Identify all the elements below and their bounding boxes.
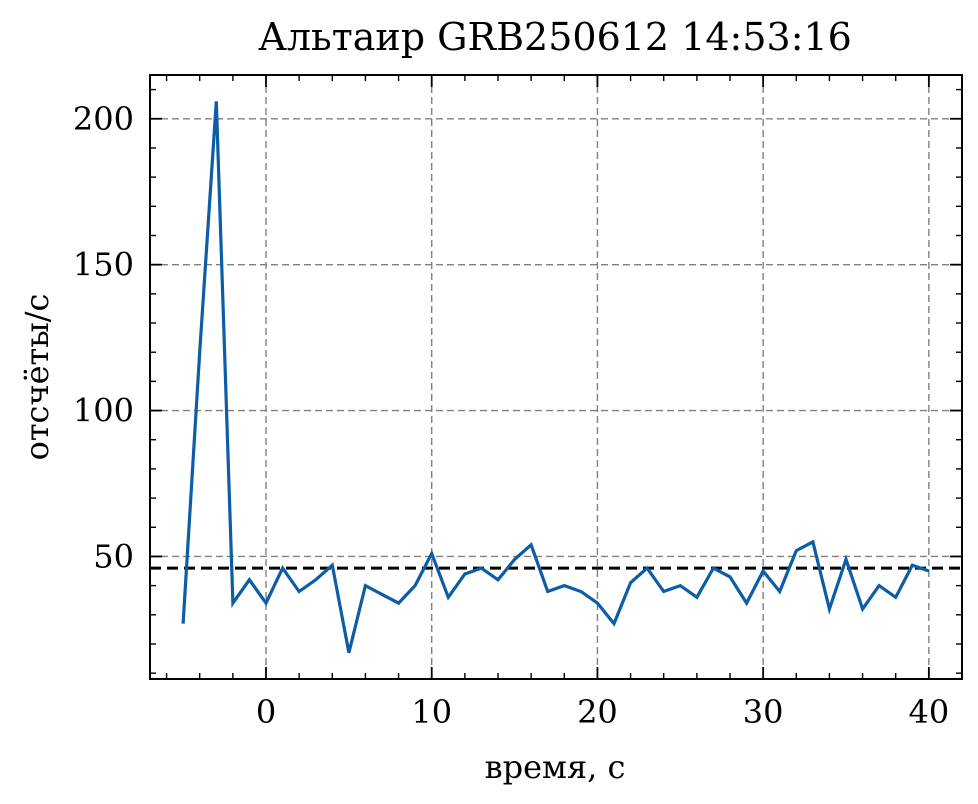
x-tick-label: 10 bbox=[411, 693, 452, 731]
y-tick-label: 150 bbox=[73, 246, 134, 284]
x-tick-label: 30 bbox=[743, 693, 784, 731]
x-tick-label: 40 bbox=[908, 693, 949, 731]
tick-labels: 0 10 20 30 40 50 100 150 200 bbox=[73, 100, 949, 731]
x-tick-label: 20 bbox=[577, 693, 618, 731]
chart-title: Альтаир GRB250612 14:53:16 bbox=[258, 15, 852, 59]
y-tick-label: 50 bbox=[93, 537, 134, 575]
y-tick-label: 200 bbox=[73, 100, 134, 138]
x-axis-label: время, с bbox=[485, 748, 626, 786]
series-line bbox=[181, 101, 930, 654]
plot-frame bbox=[149, 74, 963, 680]
axis-ticks bbox=[150, 75, 963, 679]
series-layer bbox=[181, 101, 930, 654]
grid-lines bbox=[150, 75, 962, 679]
y-tick-label: 100 bbox=[73, 392, 134, 430]
x-tick-label: 0 bbox=[256, 693, 276, 731]
y-axis-label: отсчёты/с bbox=[18, 294, 56, 461]
